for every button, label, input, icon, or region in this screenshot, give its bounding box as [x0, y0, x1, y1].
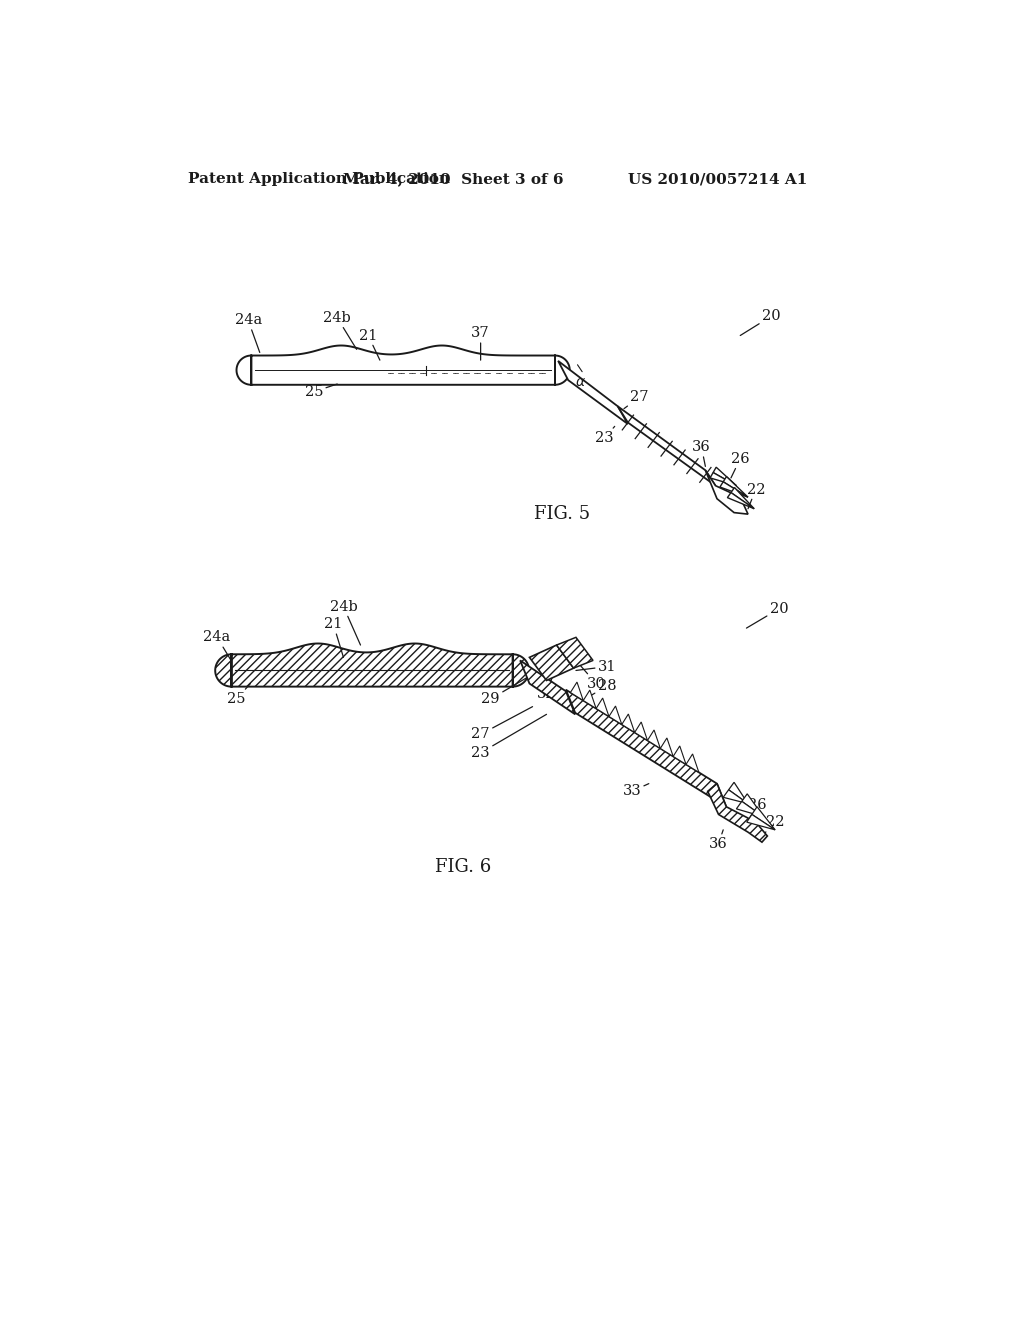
Text: Patent Application Publication: Patent Application Publication [188, 172, 451, 186]
Polygon shape [710, 473, 736, 486]
Polygon shape [746, 814, 775, 830]
Polygon shape [741, 793, 764, 817]
Polygon shape [570, 682, 584, 701]
Polygon shape [609, 706, 622, 725]
Polygon shape [706, 470, 748, 515]
Text: FIG. 6: FIG. 6 [434, 858, 490, 875]
Text: 27: 27 [624, 391, 649, 409]
Text: 26: 26 [748, 799, 767, 821]
Text: 20: 20 [740, 309, 780, 335]
Text: 20: 20 [746, 602, 788, 628]
Polygon shape [713, 467, 736, 486]
Text: 36: 36 [710, 830, 728, 850]
Text: 24b: 24b [324, 310, 356, 350]
Text: 21: 21 [359, 329, 380, 360]
Polygon shape [673, 746, 686, 764]
Text: 27: 27 [471, 706, 532, 742]
Polygon shape [215, 643, 529, 686]
Text: 23: 23 [471, 714, 547, 760]
Polygon shape [596, 698, 609, 717]
Polygon shape [635, 722, 647, 741]
Polygon shape [622, 714, 635, 733]
Text: 26: 26 [731, 451, 750, 478]
Text: 28: 28 [586, 678, 616, 700]
Polygon shape [708, 784, 767, 842]
Polygon shape [237, 346, 569, 385]
Text: 24a: 24a [234, 313, 262, 352]
Polygon shape [686, 754, 698, 772]
Polygon shape [520, 660, 575, 714]
Text: 24b: 24b [330, 599, 360, 645]
Polygon shape [617, 407, 716, 486]
Polygon shape [566, 689, 726, 807]
Text: 33: 33 [623, 784, 649, 799]
Polygon shape [736, 801, 764, 817]
Text: 37: 37 [471, 326, 489, 360]
Polygon shape [529, 645, 573, 681]
Text: 25: 25 [305, 384, 337, 399]
Polygon shape [752, 807, 775, 830]
Polygon shape [660, 738, 673, 756]
Polygon shape [723, 477, 748, 498]
Text: FIG. 5: FIG. 5 [534, 506, 590, 523]
Text: $\alpha$: $\alpha$ [575, 375, 586, 388]
Polygon shape [731, 487, 755, 508]
Polygon shape [729, 783, 748, 804]
Polygon shape [720, 482, 748, 498]
Text: 25: 25 [227, 684, 251, 706]
Text: 30: 30 [575, 660, 605, 690]
Text: 22: 22 [746, 483, 765, 508]
Polygon shape [647, 730, 660, 748]
Text: 22: 22 [764, 816, 784, 834]
Text: 36: 36 [692, 440, 711, 466]
Polygon shape [723, 789, 748, 804]
Text: 31: 31 [575, 660, 616, 673]
Text: 32: 32 [538, 676, 556, 701]
Text: US 2010/0057214 A1: US 2010/0057214 A1 [628, 172, 807, 186]
Text: 21: 21 [325, 618, 343, 657]
Polygon shape [558, 360, 628, 424]
Text: 24a: 24a [204, 631, 231, 660]
Polygon shape [727, 492, 755, 508]
Text: 23: 23 [595, 426, 614, 445]
Polygon shape [557, 638, 593, 668]
Text: Mar. 4, 2010  Sheet 3 of 6: Mar. 4, 2010 Sheet 3 of 6 [343, 172, 564, 186]
Polygon shape [584, 690, 596, 709]
Text: 29: 29 [481, 675, 532, 706]
